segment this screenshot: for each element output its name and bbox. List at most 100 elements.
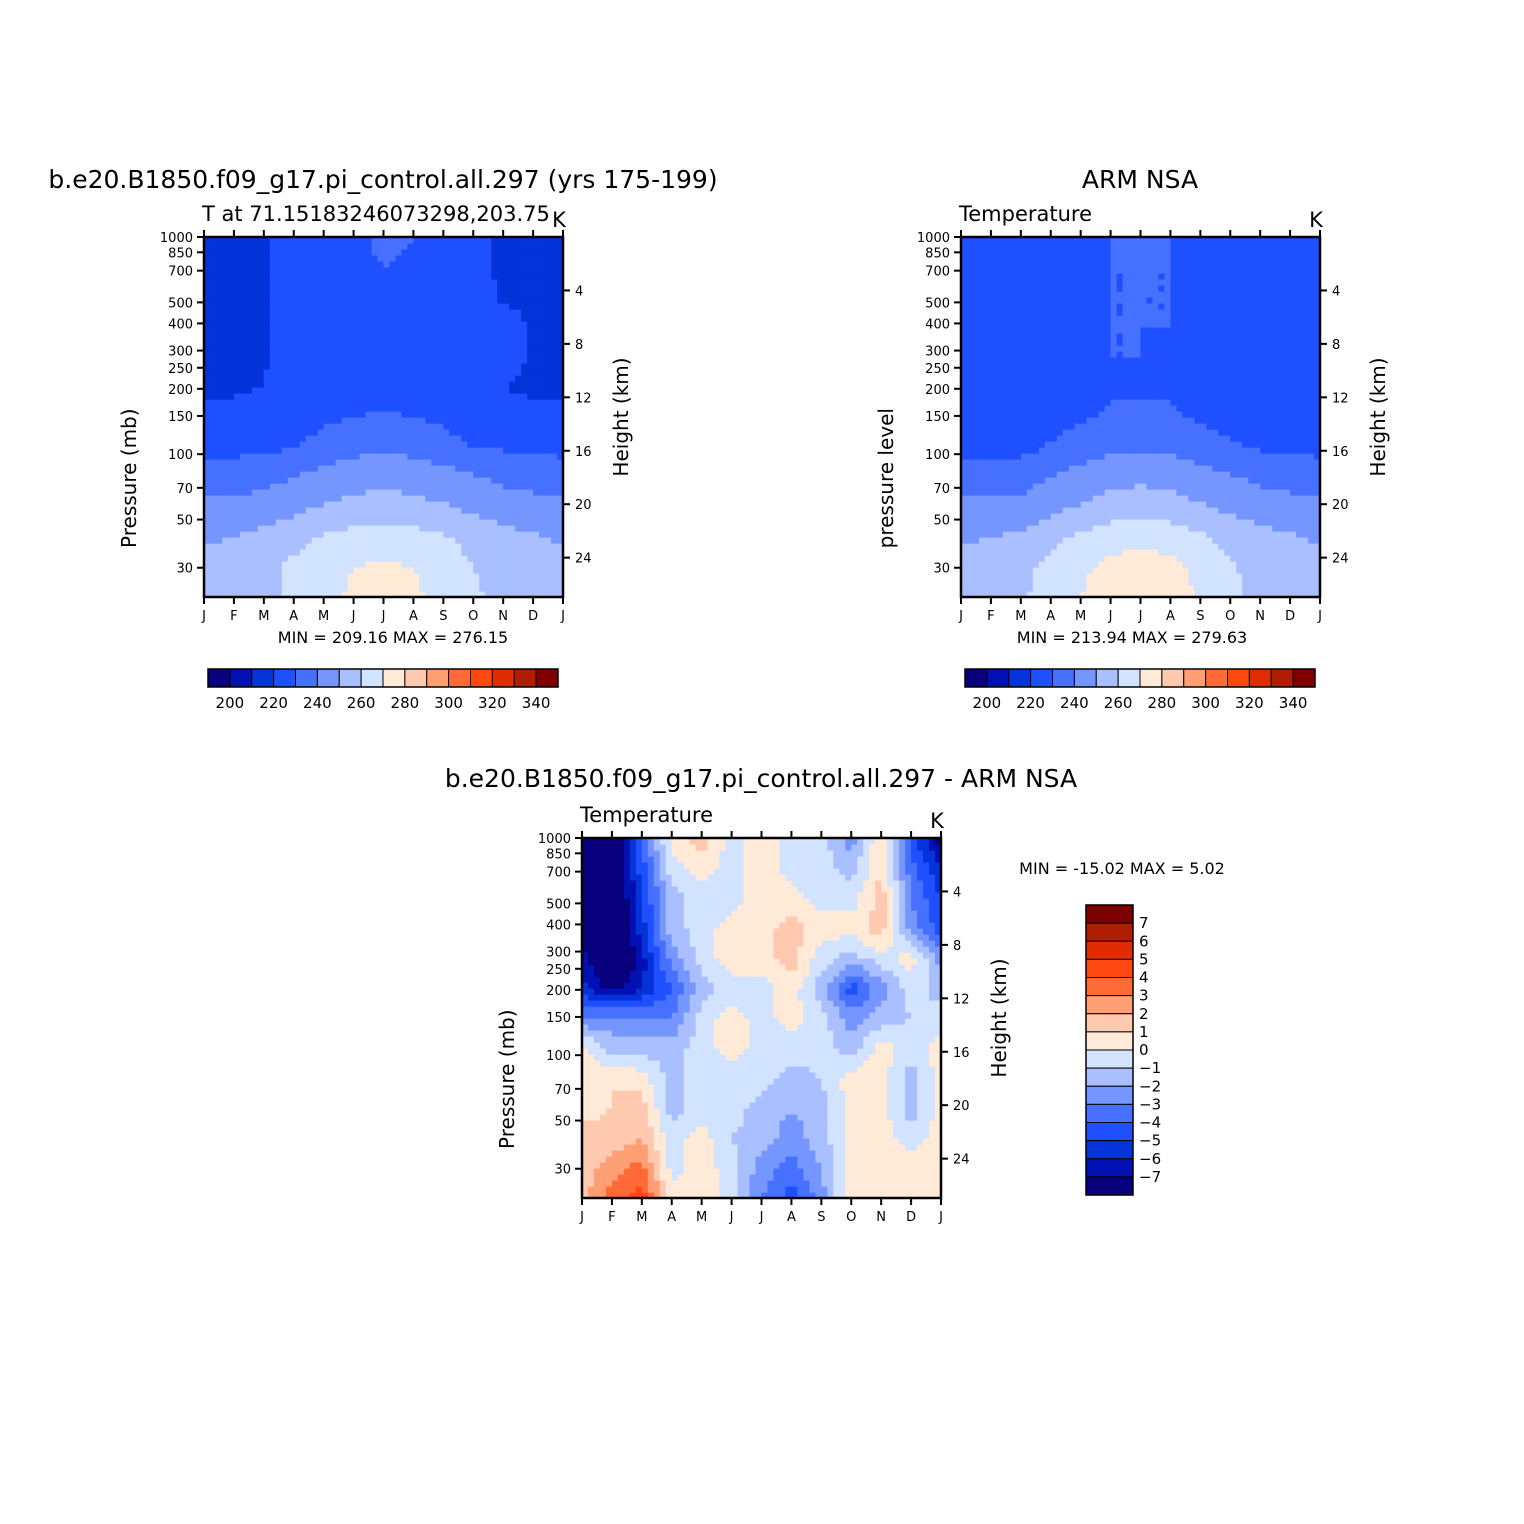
contour-cell <box>209 363 217 370</box>
contour-cell <box>221 375 229 382</box>
contour-cell <box>365 573 373 580</box>
contour-cell <box>269 393 277 400</box>
contour-cell <box>521 327 528 334</box>
contour-cell <box>239 267 247 274</box>
contour-cell <box>329 423 337 430</box>
contour-cell <box>1020 585 1028 592</box>
contour-cell <box>233 381 241 388</box>
contour-cell <box>515 369 522 376</box>
contour-cell <box>1050 549 1058 556</box>
contour-cell <box>215 513 223 520</box>
contour-cell <box>389 423 397 430</box>
contour-cell <box>521 459 528 466</box>
contour-cell <box>281 585 289 592</box>
contour-cell <box>503 273 510 280</box>
contour-cell <box>1224 555 1231 562</box>
contour-cell <box>1146 549 1154 556</box>
contour-cell <box>972 465 980 472</box>
contour-cell <box>449 537 456 544</box>
contour-cell <box>1152 489 1160 496</box>
contour-cell <box>425 411 432 418</box>
contour-cell <box>455 519 462 526</box>
contour-cell <box>431 543 438 550</box>
contour-cell <box>311 309 319 316</box>
contour-cell <box>401 585 409 592</box>
contour-cell <box>1002 561 1010 568</box>
contour-cell <box>239 345 247 352</box>
contour-cell <box>1014 543 1022 550</box>
contour-cell <box>1032 579 1040 586</box>
contour-cell <box>263 327 271 334</box>
contour-cell <box>413 531 420 538</box>
contour-cell <box>473 309 480 316</box>
contour-cell <box>443 423 450 430</box>
contour-cell <box>323 369 331 376</box>
contour-cell <box>293 423 301 430</box>
contour-cell <box>503 309 510 316</box>
contour-cell <box>1158 561 1166 568</box>
contour-cell <box>269 531 277 538</box>
contour-cell <box>413 411 420 418</box>
contour-cell <box>437 537 444 544</box>
contour-cell <box>527 579 534 586</box>
contour-cell <box>353 339 361 346</box>
contour-cell <box>1260 543 1267 550</box>
contour-cell <box>395 429 403 436</box>
contour-cell <box>1044 543 1052 550</box>
contour-cell <box>323 465 331 472</box>
contour-cell <box>221 387 229 394</box>
contour-cell <box>1164 531 1172 538</box>
contour-cell <box>509 483 516 490</box>
contour-cell <box>1044 483 1052 490</box>
contour-cell <box>269 573 277 580</box>
contour-cell <box>455 393 462 400</box>
contour-cell <box>407 549 415 556</box>
contour-cell <box>317 537 325 544</box>
contour-cell <box>527 477 534 484</box>
contour-cell <box>1242 513 1249 520</box>
contour-cell <box>539 237 546 244</box>
contour-cell <box>311 363 319 370</box>
contour-cell <box>503 339 510 346</box>
contour-cell <box>269 441 277 448</box>
contour-cell <box>293 321 301 328</box>
contour-cell <box>323 501 331 508</box>
contour-cell <box>485 327 492 334</box>
contour-cell <box>1278 579 1285 586</box>
contour-cell <box>341 327 349 334</box>
contour-cell <box>233 471 241 478</box>
contour-cell <box>1176 483 1183 490</box>
contour-cell <box>557 531 564 538</box>
contour-cell <box>467 435 474 442</box>
contour-cell <box>251 573 259 580</box>
contour-cell <box>204 339 211 346</box>
contour-cell <box>323 513 331 520</box>
contour-cell <box>269 255 277 262</box>
contour-cell <box>263 585 271 592</box>
contour-cell <box>221 309 229 316</box>
contour-cell <box>245 591 253 598</box>
contour-cell <box>323 255 331 262</box>
contour-cell <box>299 585 307 592</box>
contour-cell <box>1260 567 1267 574</box>
contour-cell <box>1278 483 1285 490</box>
contour-cell <box>389 285 397 292</box>
contour-cell <box>281 411 289 418</box>
contour-cell <box>293 513 301 520</box>
contour-cell <box>257 387 265 394</box>
contour-cell <box>365 261 373 268</box>
contour-cell <box>545 267 552 274</box>
contour-cell <box>972 561 980 568</box>
chart-subtitle: T at 71.15183246073298,203.75 <box>201 202 550 226</box>
contour-cell <box>1284 501 1291 508</box>
contour-cell <box>461 357 468 364</box>
contour-cell <box>1266 561 1273 568</box>
contour-cell <box>269 477 277 484</box>
contour-cell <box>527 297 534 304</box>
contour-cell <box>431 525 438 532</box>
contour-cell <box>353 279 361 286</box>
contour-cell <box>389 591 397 598</box>
contour-cell <box>365 423 373 430</box>
contour-cell <box>1254 519 1261 526</box>
contour-cell <box>299 435 307 442</box>
